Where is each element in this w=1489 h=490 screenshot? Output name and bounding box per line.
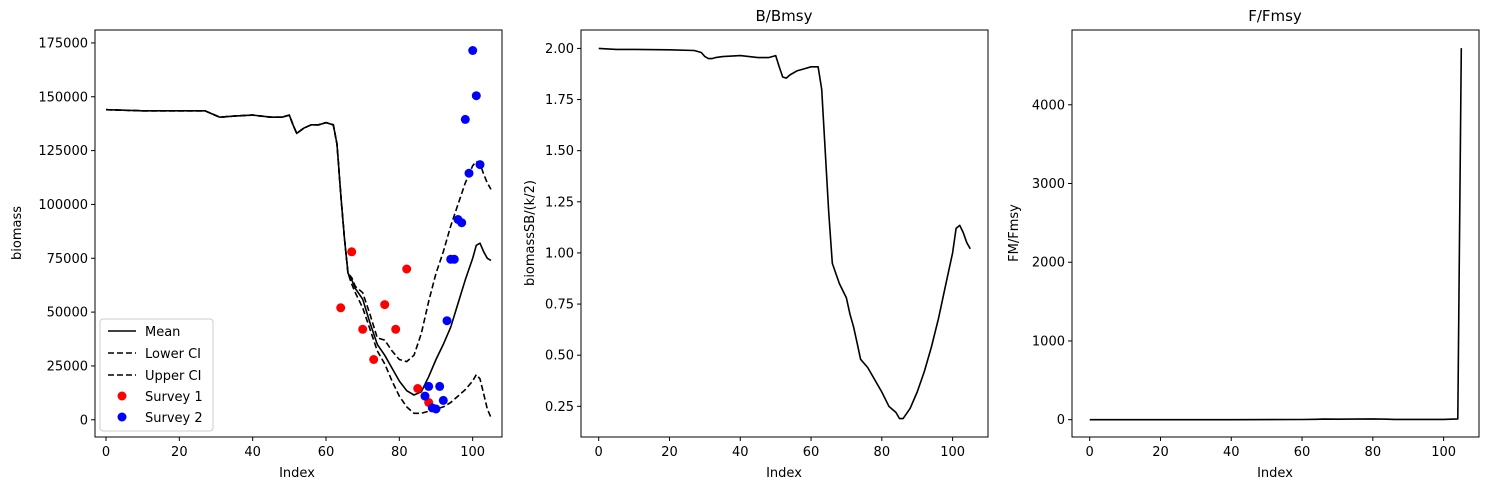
survey-2-point xyxy=(457,218,467,228)
survey-2-point xyxy=(420,391,430,401)
y-tick-label: 0.50 xyxy=(545,349,574,364)
x-tick-label: 40 xyxy=(732,445,749,460)
x-tick-label: 100 xyxy=(940,445,965,460)
y-tick-label: 4000 xyxy=(1032,98,1065,113)
survey-2-point xyxy=(424,381,434,391)
y-tick-label: 1.25 xyxy=(545,195,574,210)
plot-area xyxy=(598,47,971,420)
x-tick-label: 0 xyxy=(1086,445,1094,460)
y-tick-label: 1.00 xyxy=(545,246,574,261)
y-tick-label: 0 xyxy=(80,413,88,428)
legend-label-lower-ci: Lower CI xyxy=(145,347,201,362)
survey-2-point xyxy=(438,395,448,405)
legend-label-mean: Mean xyxy=(145,325,180,340)
y-tick-label: 50000 xyxy=(47,306,88,321)
survey-1-point xyxy=(347,247,357,257)
y-tick-label: 1.75 xyxy=(545,93,574,108)
y-tick-label: 1000 xyxy=(1032,334,1065,349)
plot-area xyxy=(1089,48,1463,421)
survey-2-point xyxy=(471,91,481,101)
chart-title: F/Fmsy xyxy=(1248,7,1302,25)
y-tick-label: 175000 xyxy=(38,36,88,51)
survey-1-point xyxy=(380,300,390,310)
survey-1-point xyxy=(391,324,401,334)
y-tick-label: 25000 xyxy=(47,359,88,374)
upper-ci-line xyxy=(105,108,492,363)
y-tick-label: 2.00 xyxy=(545,42,574,57)
survey-2-point xyxy=(449,254,459,264)
b-bmsy-chart-panel: B/Bmsy 0 20 40 60 80 100 0.25 0.50 0.75 1.00 1.25 1… xyxy=(523,7,989,481)
plot-frame xyxy=(1071,29,1480,438)
x-tick-label: 100 xyxy=(1431,445,1456,460)
y-axis-label: FM/Fmsy xyxy=(1007,204,1022,262)
y-tick-label: 150000 xyxy=(38,90,88,105)
tick-layer: 0 20 40 60 80 100 0.25 0.50 0.75 1.00 1.25 1.50 1.75… xyxy=(545,42,965,460)
x-tick-label: 20 xyxy=(1152,445,1169,460)
y-tick-label: 125000 xyxy=(38,144,88,159)
survey-1-point xyxy=(369,355,379,364)
x-tick-label: 20 xyxy=(661,445,678,460)
survey-1-point xyxy=(358,324,368,334)
y-tick-label: 3000 xyxy=(1032,177,1065,192)
x-tick-label: 0 xyxy=(595,445,603,460)
tick-layer: 0 20 40 60 80 100 0 25000 50000 75000 100000 125000… xyxy=(38,36,485,460)
y-tick-label: 100000 xyxy=(38,198,88,213)
plot-frame xyxy=(580,29,989,438)
legend-swatch-survey-1 xyxy=(117,391,127,401)
x-tick-label: 80 xyxy=(874,445,891,460)
x-tick-label: 80 xyxy=(391,445,408,460)
y-axis-label: biomassSB/(k/2) xyxy=(523,180,538,286)
y-tick-label: 1.50 xyxy=(545,144,574,159)
legend: Mean Lower CI Upper CI Survey 1 Survey 2 xyxy=(99,318,214,432)
x-tick-label: 100 xyxy=(460,445,485,460)
survey-1-point xyxy=(336,303,346,313)
plot-area xyxy=(105,46,492,418)
legend-label-upper-ci: Upper CI xyxy=(145,369,201,384)
y-tick-label: 0 xyxy=(1057,413,1065,428)
plot-frame xyxy=(94,29,503,438)
biomass-chart-panel: 0 20 40 60 80 100 0 25000 50000 75000 100000 125000… xyxy=(10,29,503,481)
x-tick-label: 40 xyxy=(1223,445,1240,460)
y-tick-label: 0.25 xyxy=(545,400,574,415)
x-tick-label: 60 xyxy=(1294,445,1311,460)
x-tick-label: 20 xyxy=(171,445,188,460)
x-axis-label: Index xyxy=(279,466,315,481)
legend-swatch-survey-2 xyxy=(117,412,127,422)
x-tick-label: 60 xyxy=(318,445,335,460)
x-tick-label: 0 xyxy=(102,445,110,460)
survey-2-point xyxy=(442,316,452,326)
survey-2-point xyxy=(431,404,441,414)
survey-2-point xyxy=(464,168,474,178)
y-axis-label: biomass xyxy=(10,206,25,260)
y-tick-label: 2000 xyxy=(1032,256,1065,271)
series-0-line xyxy=(598,47,971,420)
survey-2-point xyxy=(460,114,470,124)
survey-1-point xyxy=(413,384,423,393)
x-tick-label: 60 xyxy=(803,445,820,460)
x-tick-label: 40 xyxy=(244,445,261,460)
survey-1-point xyxy=(402,264,412,274)
survey-2-point xyxy=(475,160,485,170)
legend-label-survey-1: Survey 1 xyxy=(145,390,203,405)
x-axis-label: Index xyxy=(1257,466,1293,481)
chart-title: B/Bmsy xyxy=(756,7,813,25)
series-0-line xyxy=(1089,48,1463,421)
legend-box xyxy=(99,318,214,432)
survey-2-point xyxy=(468,46,478,55)
y-tick-label: 0.75 xyxy=(545,298,574,313)
x-tick-label: 80 xyxy=(1365,445,1382,460)
x-axis-label: Index xyxy=(766,466,802,481)
y-tick-label: 75000 xyxy=(47,252,88,267)
legend-label-survey-2: Survey 2 xyxy=(145,411,203,426)
survey-2-point xyxy=(435,381,445,391)
